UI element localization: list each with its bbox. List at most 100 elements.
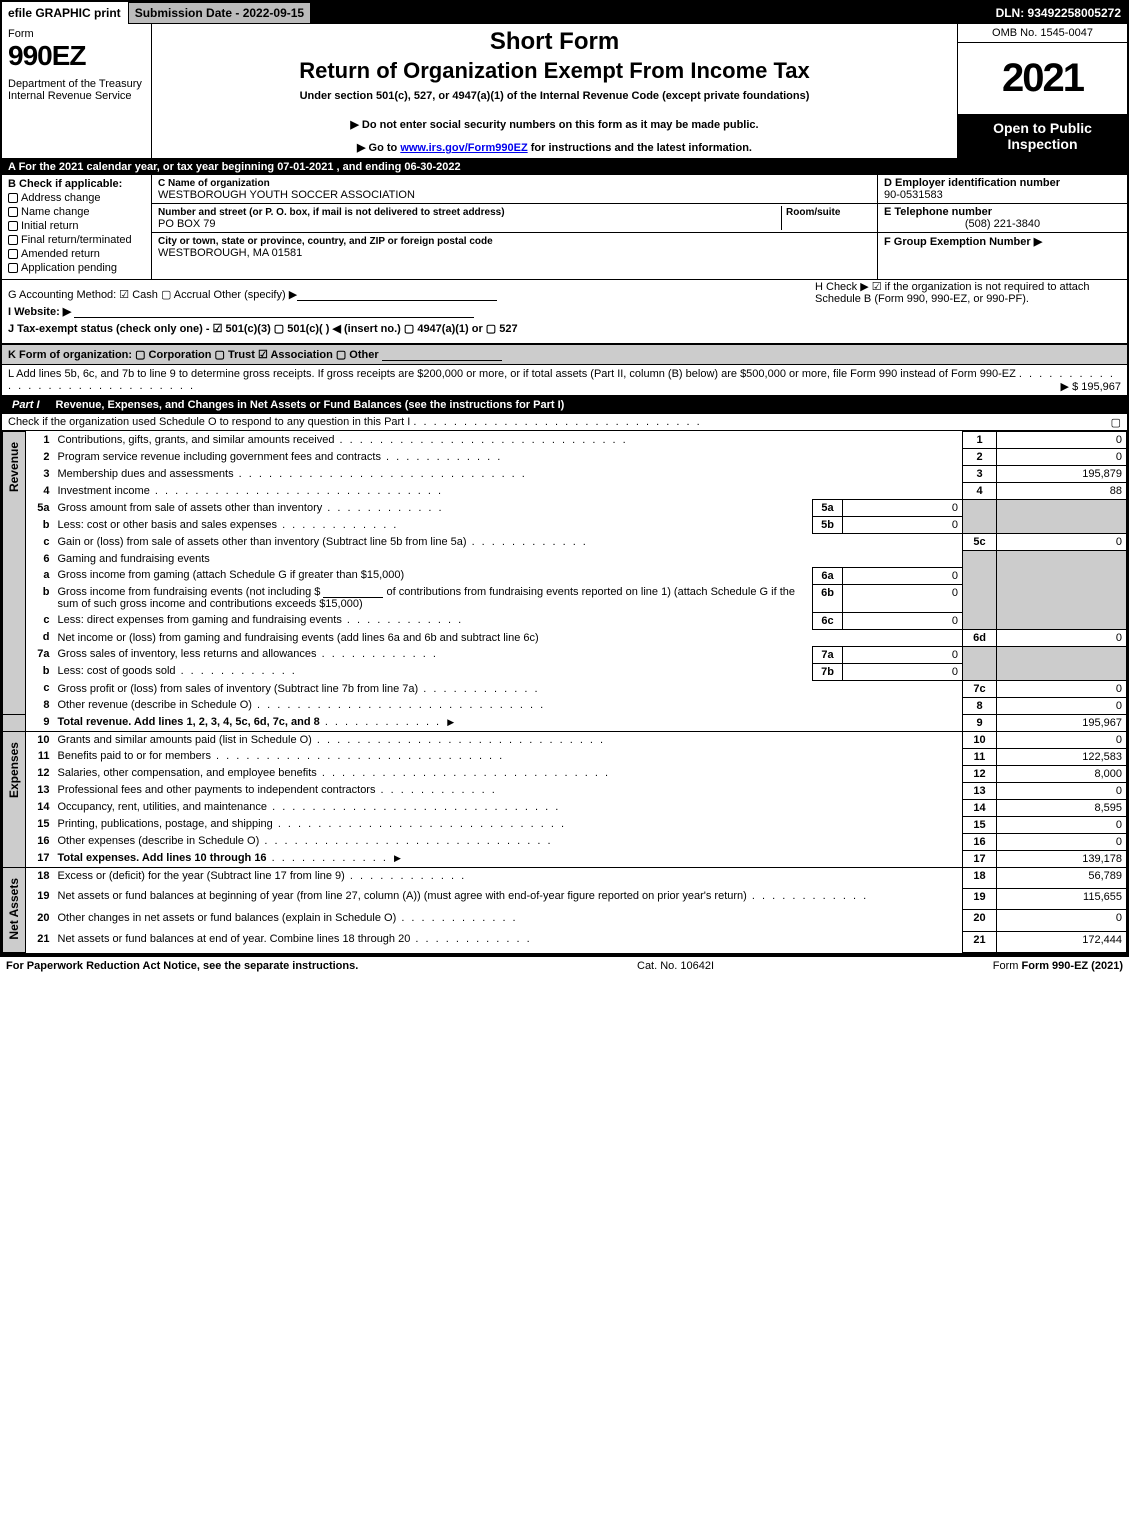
- street-value: PO BOX 79: [158, 218, 215, 230]
- line2-dots: [381, 451, 502, 463]
- initial-return-label: Initial return: [21, 220, 78, 232]
- line17-desc: Total expenses. Add lines 10 through 16: [58, 852, 267, 864]
- city-value: WESTBOROUGH, MA 01581: [158, 247, 302, 259]
- line2-label: 2: [963, 449, 997, 466]
- line2-value: 0: [997, 449, 1127, 466]
- line11-value: 122,583: [997, 748, 1127, 765]
- line1-label: 1: [963, 432, 997, 449]
- line13-desc: Professional fees and other payments to …: [58, 784, 376, 796]
- line7a-minivalue: 0: [843, 646, 963, 663]
- open-public-label: Open to Public Inspection: [958, 114, 1127, 158]
- rows-ghij: H Check ▶ ☑ if the organization is not r…: [2, 280, 1127, 344]
- part-i-checkbox[interactable]: ▢: [1111, 416, 1121, 429]
- checkbox-final-return[interactable]: [8, 235, 18, 245]
- line5ab-shade-val: [997, 500, 1127, 534]
- tax-year: 2021: [958, 43, 1127, 114]
- part-i-bar: Part I Revenue, Expenses, and Changes in…: [2, 396, 1127, 414]
- line1-desc: Contributions, gifts, grants, and simila…: [58, 434, 335, 446]
- line3-num: 3: [26, 466, 54, 483]
- line6b-minivalue: 0: [843, 584, 963, 612]
- part-i-check-row: Check if the organization used Schedule …: [2, 414, 1127, 431]
- line9-dots: [320, 716, 441, 728]
- line21-value: 172,444: [997, 931, 1127, 952]
- line15-value: 0: [997, 816, 1127, 833]
- header-right: OMB No. 1545-0047 2021 Open to Public In…: [957, 24, 1127, 158]
- phone-label: E Telephone number: [884, 206, 992, 218]
- checkbox-address-change[interactable]: [8, 193, 18, 203]
- line3-desc: Membership dues and assessments: [58, 468, 234, 480]
- line5a-desc: Gross amount from sale of assets other t…: [58, 502, 323, 514]
- line3-label: 3: [963, 466, 997, 483]
- line6c-num: c: [26, 612, 54, 629]
- line8-num: 8: [26, 697, 54, 714]
- line10-desc: Grants and similar amounts paid (list in…: [58, 734, 312, 746]
- city-label: City or town, state or province, country…: [158, 236, 493, 247]
- checkbox-initial-return[interactable]: [8, 221, 18, 231]
- line10-num: 10: [26, 731, 54, 748]
- line10-label: 10: [963, 731, 997, 748]
- line12-value: 8,000: [997, 765, 1127, 782]
- checkbox-application-pending[interactable]: [8, 263, 18, 273]
- part-i-title: Revenue, Expenses, and Changes in Net As…: [50, 396, 1127, 414]
- part-i-tab: Part I: [2, 396, 50, 414]
- line20-dots: [396, 912, 517, 924]
- row-k-text: K Form of organization: ▢ Corporation ▢ …: [8, 349, 379, 361]
- row-a-tax-year: A For the 2021 calendar year, or tax yea…: [2, 159, 1127, 175]
- checkbox-name-change[interactable]: [8, 207, 18, 217]
- short-form-title: Short Form: [160, 28, 949, 56]
- line12-dots: [317, 767, 610, 779]
- line6d-num: d: [26, 629, 54, 646]
- line6-shade-label: [963, 551, 997, 630]
- line6c-minivalue: 0: [843, 612, 963, 629]
- line5c-value: 0: [997, 534, 1127, 551]
- line17-value: 139,178: [997, 850, 1127, 867]
- line16-dots: [259, 835, 552, 847]
- room-label: Room/suite: [786, 207, 840, 218]
- line7b-dots: [176, 665, 297, 677]
- return-title: Return of Organization Exempt From Incom…: [160, 58, 949, 84]
- line9-value: 195,967: [997, 714, 1127, 731]
- line1-value: 0: [997, 432, 1127, 449]
- final-return-label: Final return/terminated: [21, 234, 132, 246]
- line20-value: 0: [997, 910, 1127, 931]
- line7a-minilabel: 7a: [813, 646, 843, 663]
- under-section-text: Under section 501(c), 527, or 4947(a)(1)…: [160, 90, 949, 102]
- header-left: Form 990EZ Department of the Treasury In…: [2, 24, 152, 158]
- line5b-minilabel: 5b: [813, 517, 843, 534]
- org-name-value: WESTBOROUGH YOUTH SOCCER ASSOCIATION: [158, 189, 415, 201]
- line12-num: 12: [26, 765, 54, 782]
- line7ab-shade-label: [963, 646, 997, 680]
- line13-dots: [375, 784, 496, 796]
- line2-num: 2: [26, 449, 54, 466]
- department-label: Department of the Treasury Internal Reve…: [8, 78, 145, 102]
- line4-desc: Investment income: [58, 485, 150, 497]
- line7c-value: 0: [997, 680, 1127, 697]
- line18-num: 18: [26, 867, 54, 888]
- topbar-spacer: [311, 2, 989, 24]
- line4-label: 4: [963, 483, 997, 500]
- expenses-sidetab: Expenses: [3, 731, 26, 867]
- row-g-blank: [297, 289, 497, 301]
- line11-label: 11: [963, 748, 997, 765]
- line1-num: 1: [26, 432, 54, 449]
- line14-desc: Occupancy, rent, utilities, and maintena…: [58, 801, 268, 813]
- section-b: B Check if applicable: Address change Na…: [2, 175, 152, 279]
- page-footer: For Paperwork Reduction Act Notice, see …: [0, 955, 1129, 975]
- line6c-minilabel: 6c: [813, 612, 843, 629]
- line6a-desc: Gross income from gaming (attach Schedul…: [54, 567, 813, 584]
- line6b-minilabel: 6b: [813, 584, 843, 612]
- line3-value: 195,879: [997, 466, 1127, 483]
- line5b-dots: [277, 519, 398, 531]
- row-l-value: ▶ $ 195,967: [1061, 380, 1121, 393]
- line6a-num: a: [26, 567, 54, 584]
- line15-num: 15: [26, 816, 54, 833]
- section-b-label: B Check if applicable:: [8, 178, 145, 190]
- goto-link[interactable]: www.irs.gov/Form990EZ: [400, 142, 527, 154]
- row-g-text: G Accounting Method: ☑ Cash ▢ Accrual Ot…: [8, 289, 297, 301]
- line6c-dots: [342, 614, 463, 626]
- line18-value: 56,789: [997, 867, 1127, 888]
- line9-arrow: [444, 716, 457, 728]
- checkbox-amended-return[interactable]: [8, 249, 18, 259]
- line21-num: 21: [26, 931, 54, 952]
- revenue-sidetab-end: [3, 714, 26, 731]
